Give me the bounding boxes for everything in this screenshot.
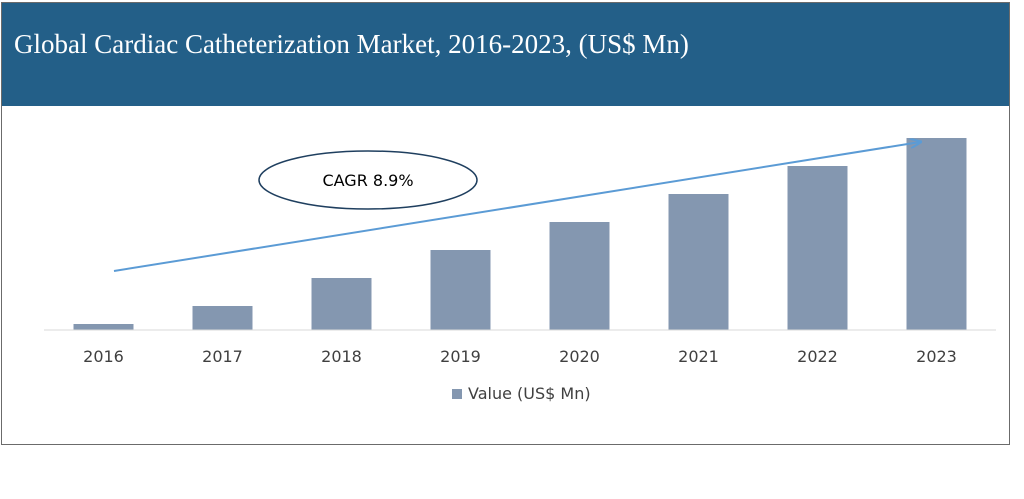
x-tick-2021: 2021	[678, 347, 719, 366]
x-tick-2016: 2016	[83, 347, 124, 366]
bar-2019	[430, 250, 491, 330]
trend-arrow	[113, 142, 920, 272]
bar-2020	[549, 222, 610, 330]
bar-2017	[192, 306, 253, 330]
bar-2021	[668, 194, 729, 330]
x-tick-2019: 2019	[440, 347, 481, 366]
x-tick-labels: 2016 2017 2018 2019 2020 2021 2022 2023	[83, 347, 957, 366]
chart-title: Global Cardiac Catheterization Market, 2…	[14, 29, 689, 59]
bar-2023	[906, 138, 967, 330]
x-tick-2020: 2020	[559, 347, 600, 366]
cagr-ellipse	[258, 150, 478, 210]
bar-2016	[73, 324, 134, 330]
title-banner: Global Cardiac Catheterization Market, 2…	[2, 3, 1009, 106]
bar-2022	[787, 166, 848, 330]
bar-2018	[311, 278, 372, 330]
x-tick-2023: 2023	[916, 347, 957, 366]
bars-group	[73, 138, 967, 330]
x-tick-2018: 2018	[321, 347, 362, 366]
legend-swatch	[452, 389, 462, 399]
x-tick-2017: 2017	[202, 347, 243, 366]
cagr-annotation: CAGR 8.9%	[322, 171, 413, 190]
x-tick-2022: 2022	[797, 347, 838, 366]
legend-label: Value (US$ Mn)	[468, 384, 591, 403]
